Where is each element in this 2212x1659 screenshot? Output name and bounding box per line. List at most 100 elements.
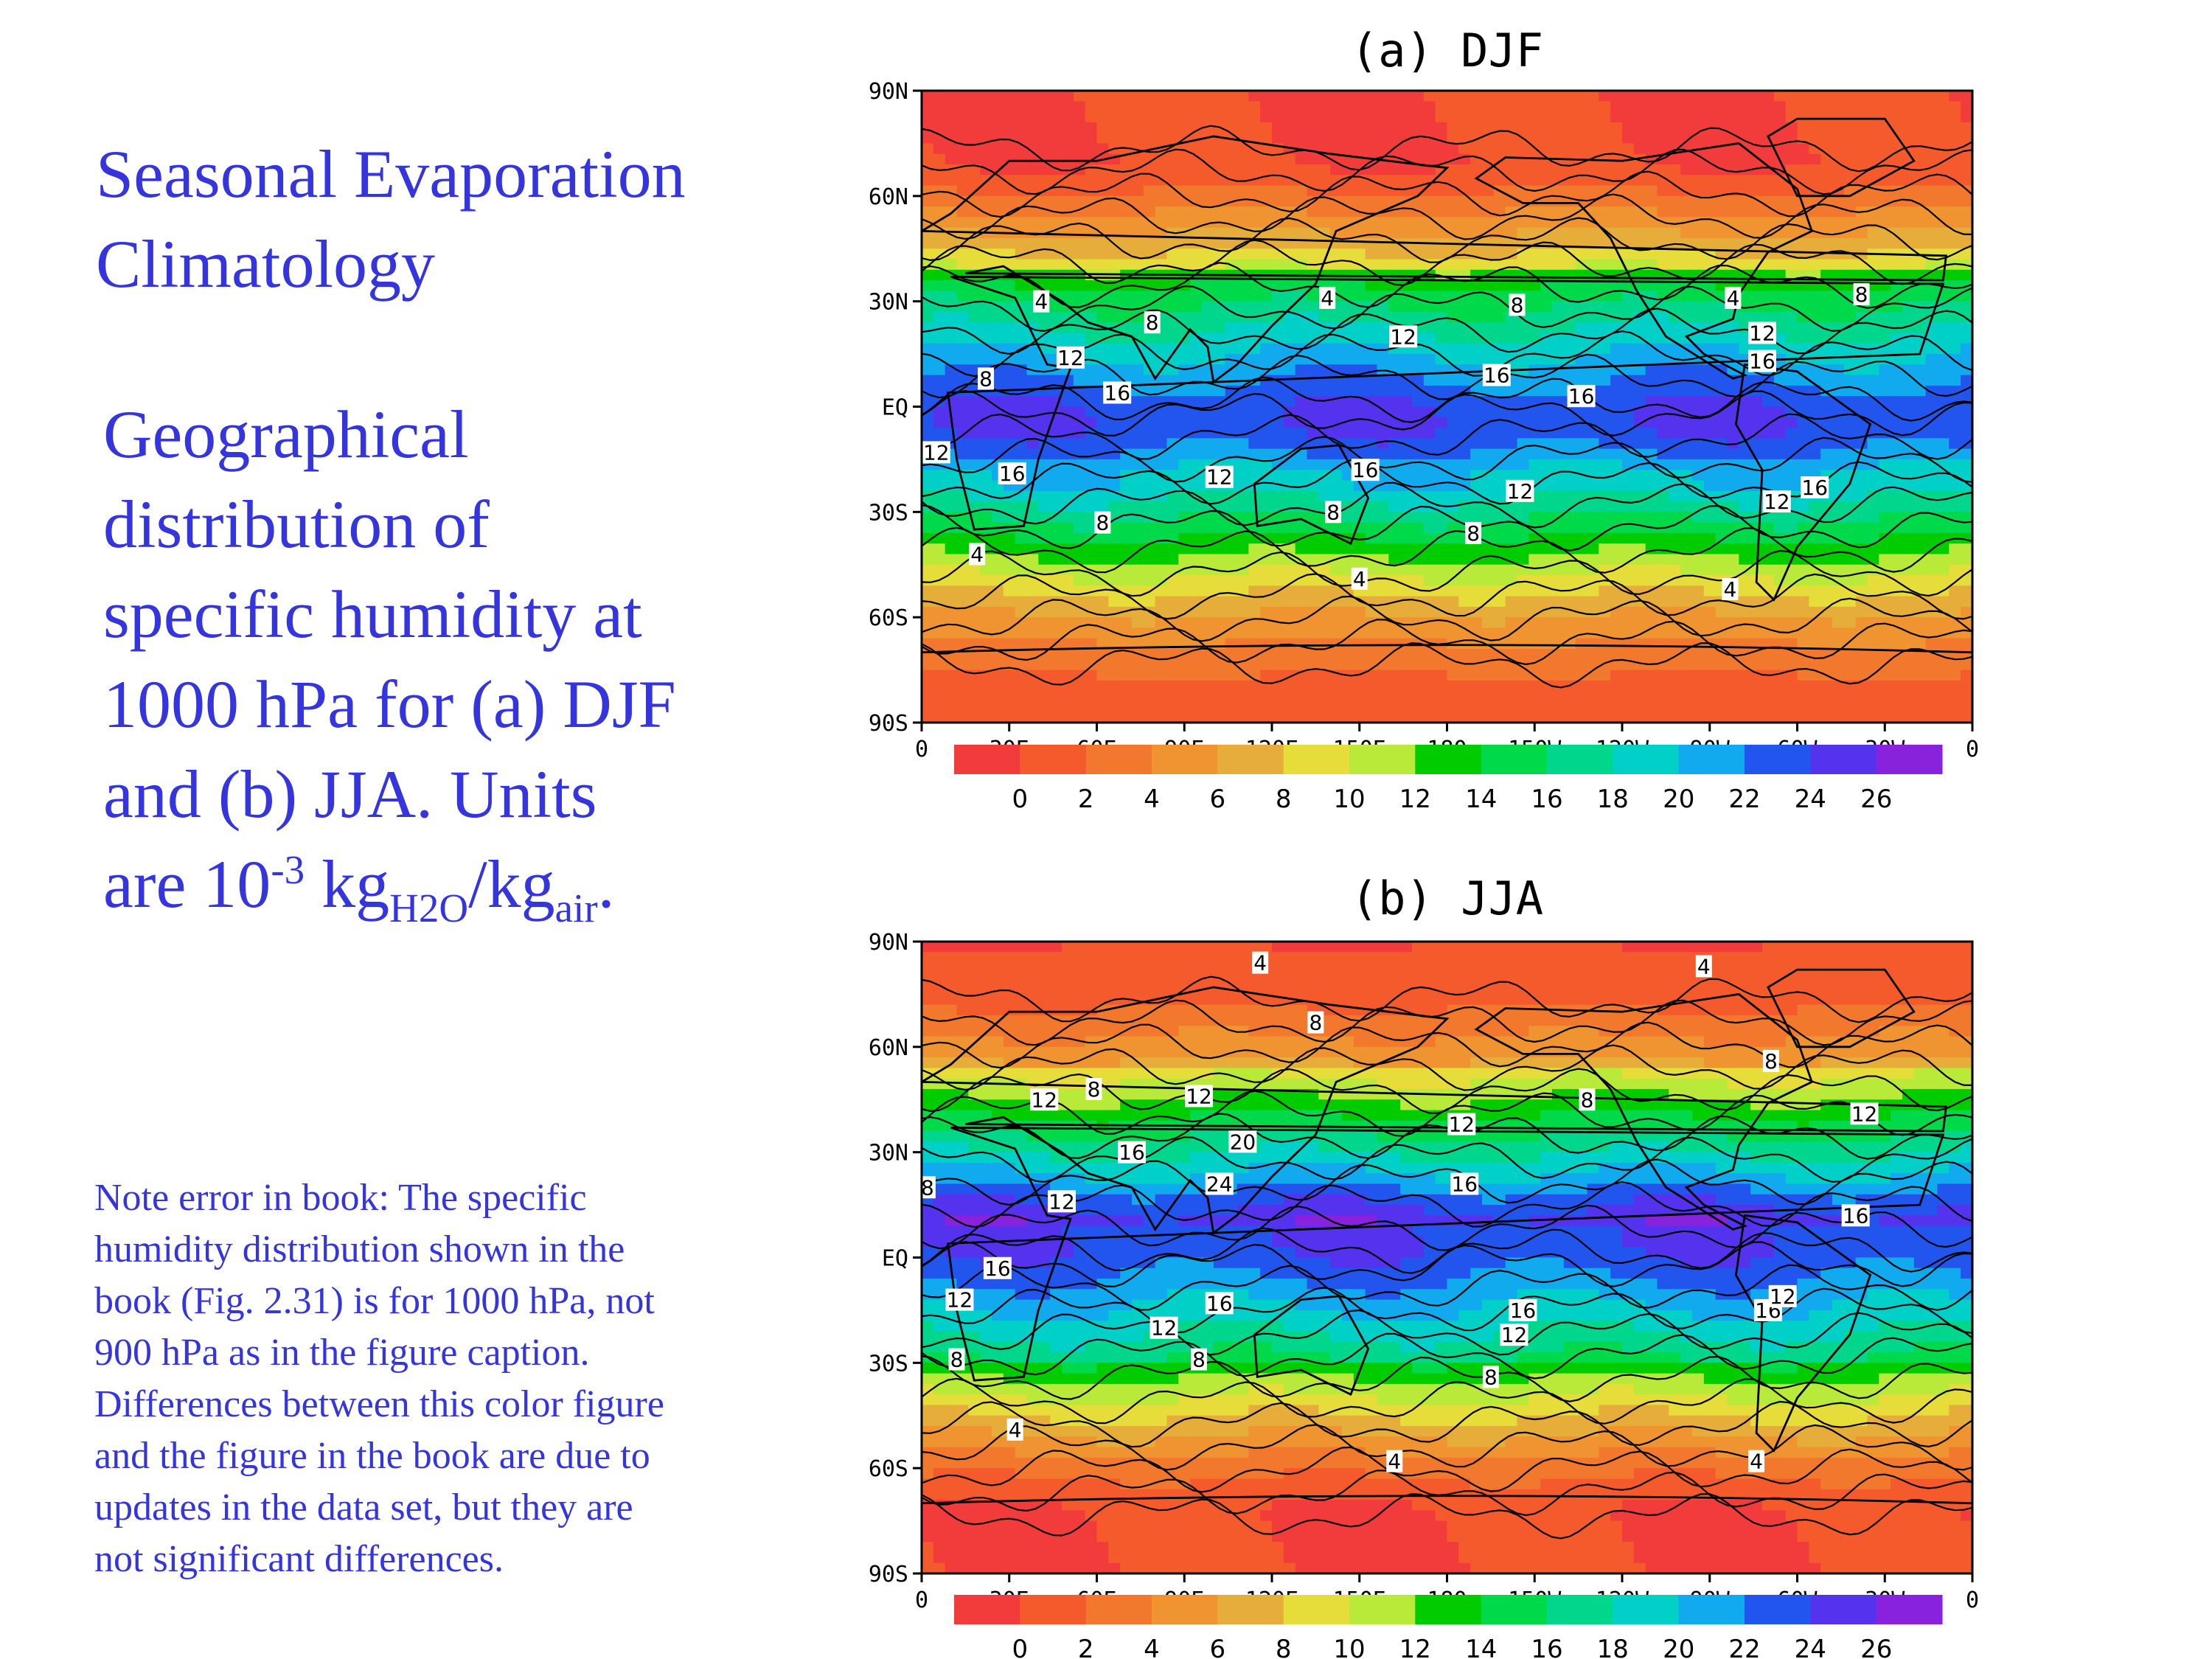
contour-label: 16 [1749, 349, 1775, 374]
lat-label: EQ [882, 1246, 908, 1272]
contour-line [922, 125, 1972, 173]
colorbar-tick-label: 20 [1663, 1635, 1694, 1659]
contour-label: 16 [984, 1256, 1011, 1281]
lat-label: 30N [869, 1141, 908, 1166]
contour-line [922, 1287, 1972, 1334]
contour-label: 4 [1034, 290, 1048, 314]
lon-label: 0 [915, 1587, 928, 1613]
contour-label-box [1144, 311, 1161, 334]
colorbar-swatch [1876, 745, 1943, 774]
figure-caption: Geographical distribution of specific hu… [103, 389, 796, 929]
coastline [922, 135, 1947, 384]
contour-label-box [1447, 1113, 1476, 1135]
contour-line [922, 330, 1972, 378]
contour-line [922, 413, 1972, 460]
coastline [922, 986, 1947, 1235]
contour-label: 12 [1206, 465, 1233, 490]
contour-label: 8 [1192, 1348, 1206, 1372]
contour-label: 4 [1750, 1450, 1763, 1474]
colorbar-tick-label: 26 [1860, 785, 1892, 814]
colorbar-tick-label: 22 [1728, 1635, 1760, 1659]
colorbar-tick-label: 8 [1276, 785, 1292, 814]
contour-label: 16 [1510, 1298, 1537, 1323]
contour-label: 12 [1851, 1102, 1878, 1126]
coastline [1734, 363, 1872, 602]
coastline [922, 1495, 1972, 1505]
colorbar-tick-label: 10 [1333, 1635, 1365, 1659]
contour-label: 16 [1104, 380, 1130, 405]
units-exponent: -3 [271, 847, 305, 892]
lat-label: 90S [869, 711, 908, 737]
contour-label-box [1205, 1292, 1234, 1315]
contour-label-box [1762, 1049, 1779, 1072]
colorbar-swatch [1745, 1595, 1811, 1624]
colorbar-tick-label: 2 [1078, 1635, 1094, 1659]
humidity-field [922, 942, 1972, 1573]
contour-label: 8 [1764, 1049, 1778, 1074]
colorbar-swatch [954, 745, 1020, 774]
contour-label: 12 [923, 440, 950, 465]
contour-line [922, 239, 1972, 286]
colorbar-swatch [1678, 1595, 1745, 1624]
colorbar-tick-label: 6 [1209, 1635, 1225, 1659]
contour-label: 12 [1151, 1316, 1178, 1340]
coastline [1767, 117, 1916, 198]
colorbar-swatch [1678, 745, 1745, 774]
coastline [1253, 444, 1370, 546]
contour-label: 8 [950, 1348, 964, 1372]
contour-label: 12 [1507, 479, 1534, 504]
contour-label-box [1030, 1088, 1059, 1111]
colorbar-tick-label: 16 [1531, 785, 1562, 814]
contour-label: 16 [1206, 1291, 1233, 1315]
contour-line [922, 975, 1972, 1023]
contour-line [922, 595, 1972, 642]
contour-label-box [1150, 1316, 1178, 1339]
units-air: air [554, 886, 598, 931]
contour-line [922, 1446, 1972, 1493]
contour-label-box [1319, 286, 1336, 309]
contour-line [922, 1264, 1972, 1311]
contour-label: 8 [1309, 1011, 1322, 1035]
contour-label: 12 [1770, 1284, 1796, 1309]
contour-line [922, 1204, 1972, 1251]
slide-title: Seasonal Evaporation Climatology [96, 129, 796, 309]
units-slash-kg: /kg [468, 846, 555, 922]
contour-label-box [1841, 1204, 1870, 1227]
caption-line: and (b) JJA. Units [103, 757, 597, 832]
units-end: . [597, 846, 615, 922]
colorbar: 0 2 4 6 8 10 12 14 16 18 20 22 24 26 [954, 1595, 1943, 1659]
colorbar-swatch [1085, 745, 1152, 774]
units-h2o: H2O [389, 886, 469, 931]
contour-label-box [1056, 346, 1085, 369]
contour-label-box [1205, 465, 1234, 488]
colorbar-swatch [1547, 745, 1613, 774]
contour-label-box [1465, 521, 1482, 544]
contour-line [922, 1355, 1972, 1402]
contour-label-box [1386, 1450, 1403, 1472]
contour-label: 4 [1253, 951, 1267, 975]
contour-line [922, 619, 1972, 666]
lon-label: 0 [1966, 737, 1979, 762]
contour-label: 8 [1088, 1077, 1101, 1102]
contour-label: 16 [1801, 476, 1828, 500]
colorbar-tick-label: 18 [1597, 1635, 1629, 1659]
contour-label: 8 [1855, 282, 1868, 307]
units-prefix: are 10 [103, 846, 271, 922]
contour-label-box [1695, 955, 1712, 978]
contour-label-box [1191, 1348, 1208, 1371]
lat-label: 60S [869, 605, 908, 631]
contour-line [922, 1158, 1972, 1206]
colorbar-swatch [1481, 745, 1548, 774]
contour-label-box [978, 367, 995, 390]
colorbar-swatch [1152, 1595, 1218, 1624]
contour-line [922, 481, 1972, 529]
contour-label-box [1482, 1366, 1499, 1388]
colorbar-swatch [1547, 1595, 1613, 1624]
contour-label-box [1801, 476, 1829, 499]
contour-label-box [1762, 490, 1791, 513]
colorbar-swatch [1152, 745, 1218, 774]
contour-label-box [1389, 325, 1418, 348]
contour-label-box [945, 1288, 974, 1311]
note-line: book (Fig. 2.31) is for 1000 hPa, not [94, 1280, 655, 1322]
